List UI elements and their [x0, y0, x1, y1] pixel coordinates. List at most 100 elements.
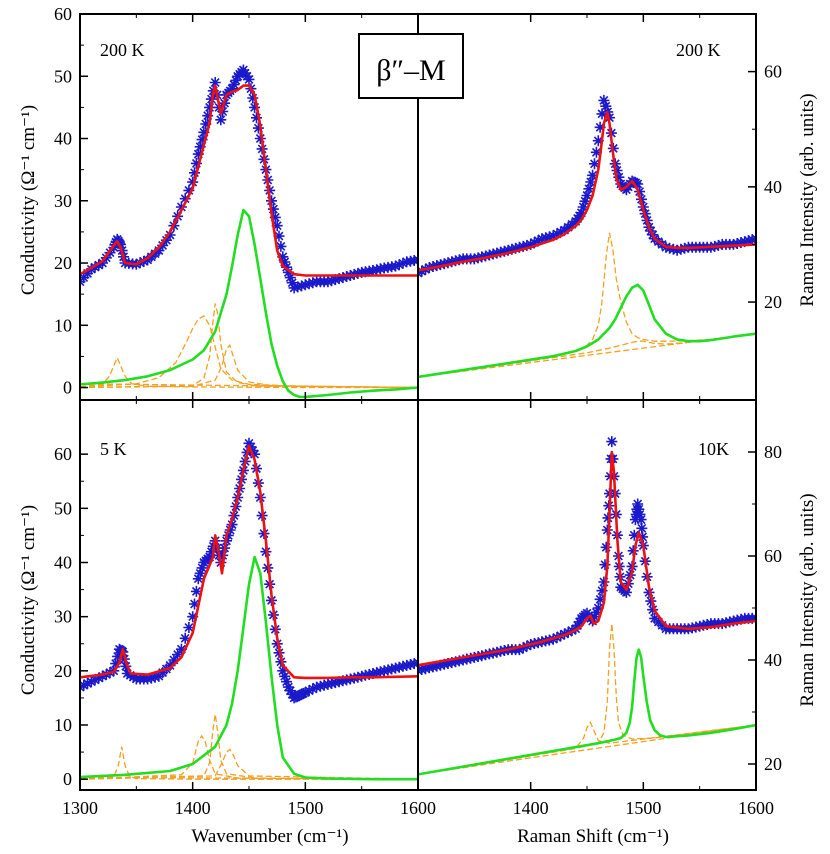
data-point [153, 245, 165, 257]
panel-bottom-right: 1400 1500 1600 20 40 60 80 [417, 399, 782, 818]
y-tick-label: 50 [54, 498, 72, 518]
data-point [322, 276, 334, 288]
data-point [352, 267, 364, 279]
series-component-1-top-left [80, 356, 418, 389]
data-point [145, 672, 157, 684]
data-point [450, 255, 462, 267]
data-point [190, 585, 202, 597]
data-point [583, 183, 595, 195]
data-point [318, 679, 330, 691]
data-point [80, 272, 90, 284]
data-point [575, 207, 587, 219]
data-point [189, 598, 200, 610]
data-point [371, 264, 383, 276]
data-point [701, 619, 713, 630]
y-tick-label: 30 [54, 607, 72, 627]
data-point [281, 676, 293, 688]
data-point [247, 92, 259, 104]
series-fit-bottom-left [80, 444, 418, 680]
series-component-1-top-right [418, 232, 756, 378]
data-point [442, 658, 454, 669]
data-point [735, 613, 747, 625]
data-point [157, 239, 169, 251]
y-axis-label-top-left: Conductivity (Ω⁻¹ cm⁻¹) [18, 105, 39, 295]
data-point [431, 260, 443, 272]
data-point [292, 281, 304, 293]
data-point [269, 211, 281, 223]
data-point [344, 673, 356, 685]
data-point [267, 203, 279, 215]
series-baseline-top-left [80, 383, 418, 389]
data-point [634, 508, 646, 520]
panel-top-right: 20 40 60 [417, 13, 782, 401]
figure-title: β″–M [376, 54, 445, 87]
data-point [632, 498, 644, 510]
data-point [254, 133, 266, 144]
panel-label-bottom-right: 10K [698, 439, 729, 459]
data-point [363, 668, 375, 680]
data-point [716, 618, 728, 630]
series-component-2-top-left [80, 315, 418, 389]
data-point [273, 230, 285, 242]
panel-label-top-left: 200 K [100, 40, 145, 60]
data-point [307, 277, 319, 289]
data-point [574, 616, 585, 628]
data-point [243, 73, 255, 85]
data-point [187, 176, 199, 188]
panel-label-bottom-left: 5 K [100, 439, 127, 459]
data-point [506, 243, 518, 255]
y-tick-label: 40 [54, 129, 72, 149]
data-point [97, 257, 108, 269]
data-point [457, 654, 469, 666]
y-tick-label: 40 [764, 177, 782, 197]
data-point [194, 141, 206, 153]
data-point [435, 659, 446, 671]
data-point [480, 250, 492, 262]
data-point [735, 237, 747, 248]
data-point [204, 101, 216, 113]
data-point [420, 663, 431, 675]
data-point [731, 238, 743, 249]
data-point [592, 135, 604, 147]
data-point [724, 616, 736, 628]
y-tick-label: 20 [54, 661, 72, 681]
data-point [277, 251, 289, 263]
data-point [228, 79, 240, 91]
data-point [286, 277, 298, 289]
series-component-4-top-left [80, 343, 418, 389]
data-point [168, 654, 180, 666]
data-point [390, 260, 401, 272]
data-point [115, 238, 127, 250]
data-point [374, 666, 386, 678]
x-tick-label: 1500 [625, 798, 661, 818]
series-component-1-bottom-left [80, 746, 418, 780]
data-point [282, 266, 294, 278]
data-point [476, 650, 488, 662]
data-point [543, 231, 555, 243]
data-point [590, 146, 602, 158]
data-point [175, 201, 187, 213]
data-point [277, 665, 289, 677]
data-point [266, 195, 277, 207]
data-point [196, 562, 208, 574]
data-point [627, 545, 639, 557]
data-point [112, 650, 124, 662]
data-point [237, 64, 249, 76]
x-tick-label: 1400 [513, 798, 549, 818]
data-point [431, 660, 443, 672]
data-point [435, 259, 446, 271]
data-point [628, 529, 640, 541]
y-axis-label-top-right: Raman Intensity (arb. units) [797, 93, 818, 306]
data-point [547, 230, 559, 242]
data-point [299, 279, 311, 291]
data-point [594, 593, 606, 605]
data-point [288, 282, 300, 294]
data-point [487, 248, 499, 260]
data-point [120, 660, 132, 672]
data-point [598, 94, 610, 106]
data-point [230, 74, 242, 86]
data-point [453, 254, 465, 266]
data-point [596, 585, 608, 597]
plot-area-top-left [80, 64, 418, 399]
y-tick-label: 80 [764, 442, 782, 462]
